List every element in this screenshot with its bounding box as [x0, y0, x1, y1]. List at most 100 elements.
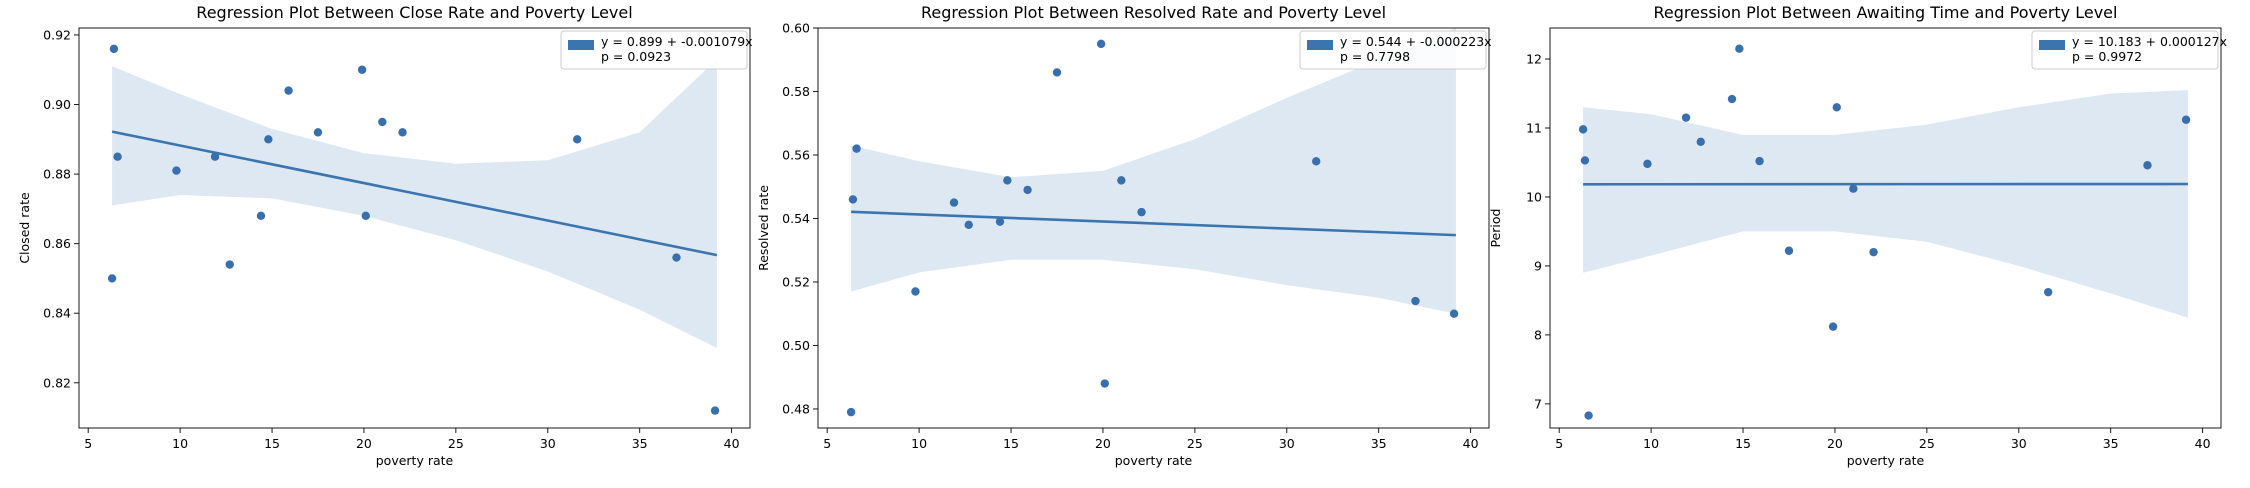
y-tick-label: 12 [1526, 52, 1542, 67]
data-point [572, 135, 582, 144]
data-point [2143, 161, 2152, 170]
x-tick-label: 30 [2011, 436, 2027, 451]
data-point [1584, 411, 1593, 420]
y-tick-label: 10 [1526, 189, 1542, 204]
legend-patch [1307, 40, 1333, 50]
data-point [964, 220, 973, 230]
x-tick-label: 5 [823, 436, 831, 451]
legend-box [2031, 30, 2219, 70]
axes-frame [1549, 27, 2222, 429]
data-point [1096, 39, 1106, 49]
data-point [1580, 156, 1590, 165]
legend-patch [2039, 40, 2065, 50]
x-tick-label: 10 [911, 436, 927, 451]
data-point [378, 117, 387, 127]
chart-title: Regression Plot Between Close Rate and P… [196, 3, 632, 22]
data-point [398, 128, 407, 137]
x-tick-label: 20 [356, 436, 372, 451]
y-tick-label: 0.60 [782, 21, 810, 36]
legend-box [1299, 30, 1487, 70]
data-point [256, 211, 266, 221]
y-tick-label: 0.48 [782, 401, 810, 416]
data-point [1311, 157, 1321, 166]
x-tick-label: 40 [1463, 436, 1479, 451]
data-point [107, 274, 117, 283]
data-point [911, 287, 920, 296]
data-point [1052, 68, 1062, 77]
x-axis-label: poverty rate [1115, 453, 1193, 468]
x-tick-label: 35 [1371, 436, 1387, 451]
y-axis-label: Closed rate [17, 192, 32, 264]
x-tick-label: 20 [1095, 436, 1111, 451]
y-tick-label: 8 [1534, 327, 1542, 342]
axes-frame [817, 27, 1490, 429]
chart-panel-1: Regression Plot Between Close Rate and P… [17, 3, 753, 468]
x-tick-label: 10 [172, 436, 188, 451]
x-tick-label: 20 [1827, 436, 1843, 451]
data-point [995, 217, 1005, 226]
data-point [1849, 184, 1858, 193]
x-tick-label: 5 [84, 436, 92, 451]
data-point [1100, 379, 1109, 388]
data-point [357, 65, 367, 74]
chart-panel-3: Regression Plot Between Awaiting Time an… [1488, 3, 2227, 468]
data-point [361, 211, 370, 221]
data-point [1869, 247, 1878, 257]
confidence-band [112, 59, 717, 349]
data-point [1411, 296, 1420, 306]
legend-box [560, 30, 748, 70]
confidence-band [1583, 90, 2188, 318]
y-tick-label: 0.82 [43, 375, 71, 390]
data-point [949, 198, 959, 207]
y-tick-label: 11 [1526, 121, 1542, 136]
axes-frame [78, 27, 751, 429]
data-point [264, 135, 273, 144]
x-tick-label: 15 [264, 436, 280, 451]
data-point [710, 406, 720, 415]
x-tick-label: 5 [1555, 436, 1563, 451]
x-axis-label: poverty rate [1847, 453, 1925, 468]
data-point [1003, 176, 1012, 185]
data-point [1727, 94, 1737, 104]
x-tick-label: 35 [2103, 436, 2119, 451]
chart-title: Regression Plot Between Resolved Rate an… [921, 3, 1386, 22]
x-tick-label: 40 [724, 436, 740, 451]
y-tick-label: 0.54 [782, 211, 810, 226]
x-tick-label: 15 [1003, 436, 1019, 451]
chart-title: Regression Plot Between Awaiting Time an… [1654, 3, 2118, 22]
data-point [1681, 113, 1691, 122]
data-point [2043, 287, 2053, 297]
legend-text: p = 0.0923 [601, 49, 671, 64]
chart-panel-2: Regression Plot Between Resolved Rate an… [756, 3, 1492, 468]
data-point [852, 144, 861, 153]
y-tick-label: 0.52 [782, 274, 810, 289]
data-point [672, 253, 681, 262]
data-point [1023, 185, 1032, 195]
x-tick-label: 25 [1187, 436, 1203, 451]
data-point [1832, 103, 1841, 112]
y-tick-label: 0.56 [782, 147, 810, 162]
y-tick-label: 9 [1534, 258, 1542, 273]
x-tick-label: 30 [1279, 436, 1295, 451]
y-axis-label: Period [1488, 209, 1503, 248]
y-tick-label: 0.58 [782, 84, 810, 99]
y-tick-label: 7 [1534, 396, 1542, 411]
y-tick-label: 0.90 [43, 97, 71, 112]
data-point [284, 86, 293, 95]
data-point [313, 128, 323, 137]
x-tick-label: 40 [2195, 436, 2211, 451]
y-tick-label: 0.50 [782, 338, 810, 353]
data-point [113, 152, 122, 161]
x-tick-label: 25 [1919, 436, 1935, 451]
x-tick-label: 35 [632, 436, 648, 451]
legend-text: y = 0.544 + -0.000223x [1340, 34, 1492, 49]
x-axis-label: poverty rate [376, 453, 454, 468]
data-point [1784, 246, 1794, 255]
data-point [1137, 207, 1146, 217]
data-point [2181, 115, 2191, 124]
data-point [1643, 159, 1652, 169]
